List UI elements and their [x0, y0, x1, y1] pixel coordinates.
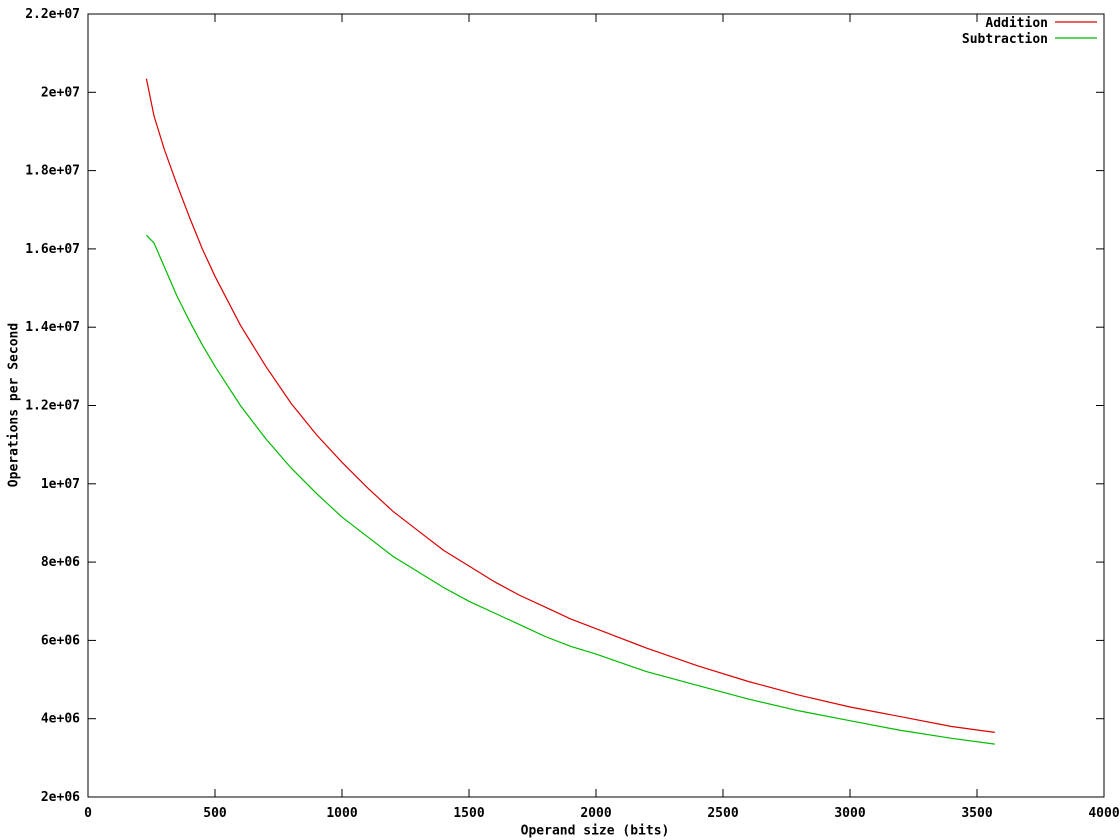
x-tick-label: 4000 — [1088, 806, 1119, 821]
y-tick-label: 1e+07 — [41, 477, 80, 492]
y-tick-label: 1.8e+07 — [25, 164, 80, 179]
x-axis-label: Operand size (bits) — [520, 823, 670, 839]
x-tick-label: 3500 — [961, 806, 992, 821]
y-tick-label: 1.2e+07 — [25, 399, 80, 414]
legend-label-addition: Addition — [985, 16, 1048, 31]
y-tick-label: 2e+07 — [41, 85, 80, 100]
y-axis-label: Operations per Second — [6, 322, 22, 488]
y-tick-label: 2.2e+07 — [25, 7, 80, 22]
y-tick-label: 8e+06 — [41, 555, 80, 570]
y-tick-label: 1.6e+07 — [25, 242, 80, 257]
series-line-subtraction — [145, 234, 995, 745]
x-tick-label: 1000 — [326, 806, 357, 821]
series-line-addition — [145, 78, 995, 733]
x-tick-label: 500 — [203, 806, 227, 821]
y-tick-label: 1.4e+07 — [25, 320, 80, 335]
legend-label-subtraction: Subtraction — [962, 32, 1048, 47]
x-tick-label: 2000 — [580, 806, 611, 821]
y-tick-label: 2e+06 — [41, 790, 80, 805]
x-tick-label: 2500 — [707, 806, 738, 821]
y-tick-label: 6e+06 — [41, 633, 80, 648]
x-tick-label: 3000 — [834, 806, 865, 821]
y-tick-label: 4e+06 — [41, 712, 80, 727]
x-tick-label: 1500 — [453, 806, 484, 821]
x-tick-label: 0 — [84, 806, 92, 821]
